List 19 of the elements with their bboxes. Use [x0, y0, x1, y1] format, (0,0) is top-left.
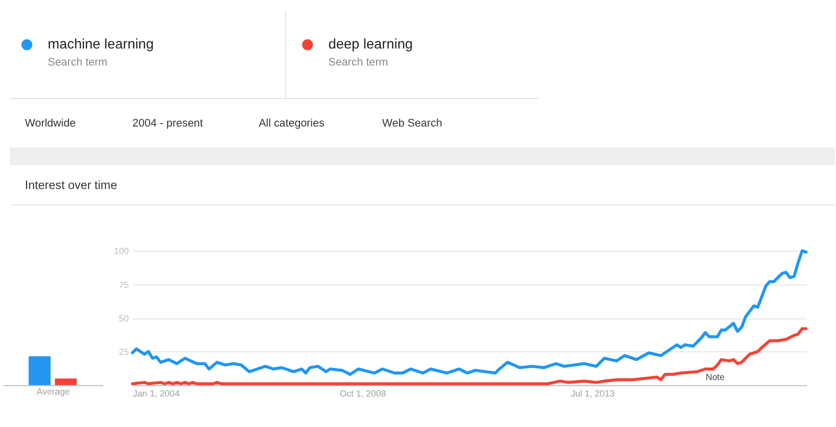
text: Search term — [48, 56, 108, 69]
chart-title: Interest over time — [24, 178, 118, 192]
y-tick-label: 75 — [118, 280, 129, 290]
text: All categories — [258, 117, 325, 130]
line-series — [130, 327, 808, 386]
y-tick-label: 100 — [114, 246, 129, 256]
text: Worldwide — [24, 117, 76, 130]
x-tick-label: Oct 1, 2008 — [340, 388, 386, 399]
legend-label: machine learning — [48, 36, 154, 52]
y-tick-label: 50 — [118, 313, 129, 324]
y-tick-label: 25 — [118, 347, 129, 358]
x-axis-title: Average — [36, 386, 70, 397]
x-tick-label: Jan 1, 2004 — [132, 388, 180, 399]
annotation: Note — [706, 372, 725, 382]
text: Web Search — [382, 117, 442, 130]
text: Search term — [328, 56, 388, 69]
text: 2004 - present — [132, 117, 203, 130]
legend-label: deep learning — [328, 36, 413, 52]
x-tick-label: Jul 1, 2013 — [570, 388, 615, 399]
